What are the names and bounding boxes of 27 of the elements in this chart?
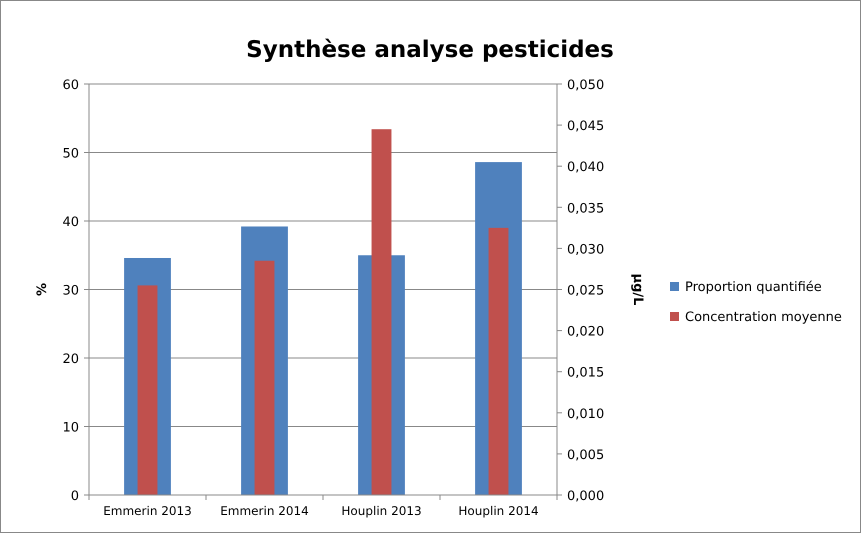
y2-tick-label: 0,050: [567, 78, 604, 93]
y2-tick-label: 0,040: [567, 160, 604, 176]
y2-tick-label: 0,000: [567, 489, 604, 504]
x-tick-label: Houplin 2014: [458, 504, 539, 518]
x-tick-label: Houplin 2013: [341, 504, 422, 518]
y-tick-label: 40: [62, 215, 79, 230]
y2-tick-label: 0,015: [567, 366, 604, 381]
chart-title: Synthèse analyse pesticides: [246, 37, 614, 63]
x-tick-label: Emmerin 2014: [220, 504, 309, 518]
y2-tick-label: 0,025: [567, 284, 604, 298]
y-tick-label: 50: [62, 146, 79, 162]
y2-tick-label: 0,005: [567, 448, 604, 463]
y-tick-label: 20: [62, 352, 79, 367]
y-tick-label: 10: [62, 420, 79, 436]
y-tick-label: 0: [70, 489, 79, 504]
x-tick-label: Emmerin 2013: [103, 504, 192, 518]
y-tick-label: 30: [62, 284, 79, 298]
y2-tick-label: 0,030: [567, 242, 604, 258]
y-tick-label: 60: [62, 78, 79, 93]
y-axis-title: %: [35, 282, 50, 296]
y2-axis-title: µg/L: [630, 274, 645, 306]
y2-tick-label: 0,020: [567, 324, 604, 340]
legend-label: Proportion quantifiée: [685, 280, 822, 295]
y2-tick-label: 0,045: [567, 119, 604, 134]
legend-label: Concentration moyenne: [685, 310, 842, 325]
y2-tick-label: 0,010: [567, 406, 604, 422]
y2-tick-label: 0,035: [567, 201, 604, 216]
